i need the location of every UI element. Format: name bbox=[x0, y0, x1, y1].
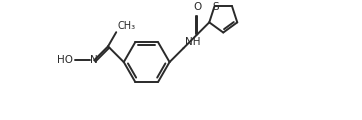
Text: CH₃: CH₃ bbox=[118, 21, 136, 31]
Text: NH: NH bbox=[185, 37, 201, 47]
Text: HO: HO bbox=[58, 55, 73, 65]
Text: O: O bbox=[193, 2, 201, 12]
Text: N: N bbox=[90, 55, 98, 65]
Text: S: S bbox=[212, 2, 219, 12]
